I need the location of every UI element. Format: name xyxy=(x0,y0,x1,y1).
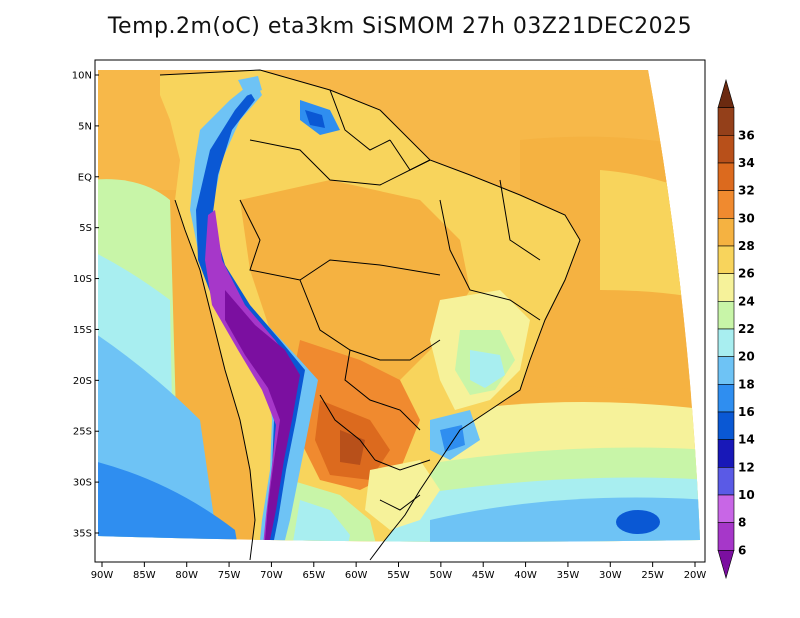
colorbar-label: 12 xyxy=(738,460,755,474)
colorbar-label: 30 xyxy=(738,211,755,225)
colorbar-swatch xyxy=(717,411,735,440)
lon-tick-label: 40W xyxy=(514,570,537,581)
map-title: Temp.2m(oC) eta3km SiSMOM 27h 03Z21DEC20… xyxy=(107,14,693,39)
colorbar-swatch xyxy=(717,78,735,108)
colorbar-label: 10 xyxy=(738,488,755,502)
lon-tick-label: 55W xyxy=(387,570,410,581)
colorbar-swatch xyxy=(717,245,735,274)
lat-tick-label: 25S xyxy=(73,427,92,438)
colorbar-swatch xyxy=(717,301,735,330)
colorbar-swatch xyxy=(717,190,735,219)
colorbar-label: 34 xyxy=(738,156,755,170)
colorbar-swatch xyxy=(717,522,735,551)
lon-tick-label: 60W xyxy=(345,570,368,581)
colorbar-swatch xyxy=(717,384,735,413)
lon-tick-label: 45W xyxy=(472,570,495,581)
colorbar-swatch xyxy=(717,135,735,164)
lat-tick-label: 20S xyxy=(73,376,92,387)
lat-tick-label: 5N xyxy=(78,121,92,132)
colorbar-swatch xyxy=(717,467,735,496)
colorbar-swatch xyxy=(717,162,735,191)
lat-tick-label: 5S xyxy=(79,223,92,234)
lat-tick-label: EQ xyxy=(78,172,92,183)
lon-tick-label: 70W xyxy=(260,570,283,581)
lon-tick-label: 75W xyxy=(218,570,241,581)
lon-tick-label: 90W xyxy=(91,570,114,581)
lon-tick-label: 50W xyxy=(430,570,453,581)
colorbar-label: 6 xyxy=(738,543,746,557)
colorbar-swatch xyxy=(717,356,735,385)
colorbar-swatch xyxy=(717,494,735,523)
colorbar-label: 14 xyxy=(738,433,755,447)
colorbar-swatch xyxy=(717,273,735,302)
colorbar-label: 16 xyxy=(738,405,755,419)
lon-tick-label: 35W xyxy=(557,570,580,581)
lat-tick-label: 10S xyxy=(73,274,92,285)
lat-tick-label: 30S xyxy=(73,478,92,489)
colorbar-label: 26 xyxy=(738,267,755,281)
colorbar-label: 18 xyxy=(738,377,755,391)
lon-tick-label: 20W xyxy=(684,570,707,581)
country-boundaries xyxy=(159,69,581,561)
colorbar-swatch xyxy=(717,328,735,357)
colorbar-label: 28 xyxy=(738,239,755,253)
lon-tick-label: 65W xyxy=(302,570,325,581)
lon-tick-label: 80W xyxy=(175,570,198,581)
colorbar-label: 22 xyxy=(738,322,755,336)
lat-tick-label: 10N xyxy=(72,71,92,82)
colorbar-label: 24 xyxy=(738,294,755,308)
latitude-axis: 10N 5N EQ 5S 10S 15S 20S 25S 30S 35S xyxy=(72,71,99,540)
colorbar-label: 36 xyxy=(738,128,755,142)
lon-tick-label: 30W xyxy=(599,570,622,581)
colorbar-swatch xyxy=(717,218,735,247)
lat-tick-label: 35S xyxy=(73,529,92,540)
temperature-field xyxy=(98,70,700,542)
colorbar-swatch xyxy=(717,107,735,136)
map-frame xyxy=(94,59,706,563)
colorbar-label: 32 xyxy=(738,184,755,198)
colorbar-label: 20 xyxy=(738,350,755,364)
colorbar-label: 8 xyxy=(738,516,746,530)
lon-tick-label: 25W xyxy=(641,570,664,581)
lat-tick-label: 15S xyxy=(73,325,92,336)
longitude-axis: 90W 85W 80W 75W 70W 65W 60W 55W 50W 45W 40W 35W 30W 2… xyxy=(91,562,707,581)
colorbar-swatch xyxy=(717,439,735,468)
colorbar: 6 8 10 12 14 16 18 20 22 24 26 28 30 32 34 36 xyxy=(717,78,755,580)
colorbar-swatch xyxy=(717,550,735,580)
lon-tick-label: 85W xyxy=(133,570,156,581)
